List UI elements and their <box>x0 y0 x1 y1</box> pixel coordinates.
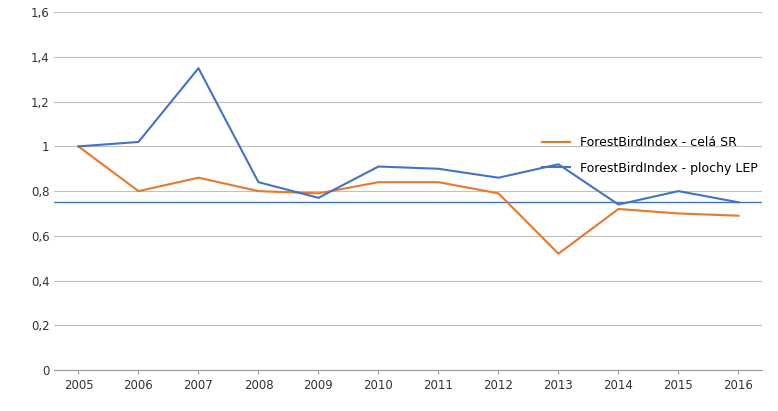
Legend: ForestBirdIndex - celá SR, ForestBirdIndex - plochy LEP: ForestBirdIndex - celá SR, ForestBirdInd… <box>542 136 758 175</box>
